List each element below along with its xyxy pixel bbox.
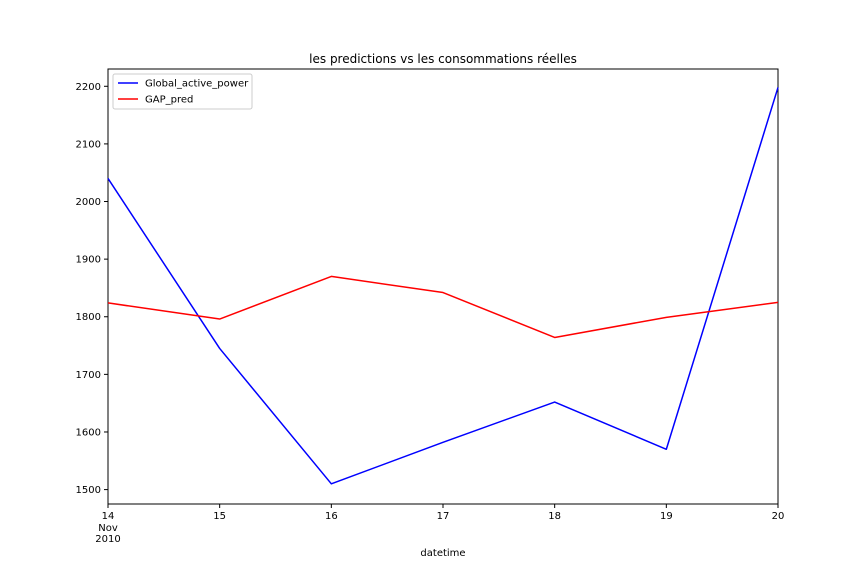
plot-area [107,68,779,505]
y-tick-label: 2000 [76,197,101,208]
y-axis: 1500 1600 1700 1800 1900 2000 2100 2200 [76,82,108,496]
y-tick-label: 2200 [76,82,101,93]
y-tick-label: 1800 [76,312,101,323]
x-tick-sublabel-month: Nov [98,523,118,534]
series-layer [107,87,779,485]
x-tick-label: 16 [325,511,338,522]
x-tick-sublabel-year: 2010 [95,534,120,545]
x-tick-label: 20 [772,511,785,522]
y-tick-label: 1600 [76,427,101,438]
x-axis-label: datetime [420,548,465,559]
series-line-gap-pred [107,275,779,339]
legend: Global_active_power GAP_pred [112,73,253,110]
x-tick-label: 18 [548,511,561,522]
x-tick-label: 17 [437,511,450,522]
x-tick-label: 14 [102,511,115,522]
legend-label: Global_active_power [145,79,249,90]
legend-label: GAP_pred [145,95,193,106]
legend-box [112,73,253,110]
y-tick-label: 2100 [76,139,101,150]
x-tick-label: 19 [660,511,673,522]
y-tick-label: 1700 [76,370,101,381]
series-line-global-active-power [107,87,779,485]
x-tick-label: 15 [213,511,226,522]
y-tick-label: 1900 [76,255,101,266]
x-axis: 14 15 16 17 18 19 20 [102,504,785,522]
y-tick-label: 1500 [76,485,101,496]
chart-title: les predictions vs les consommations rée… [309,52,577,66]
